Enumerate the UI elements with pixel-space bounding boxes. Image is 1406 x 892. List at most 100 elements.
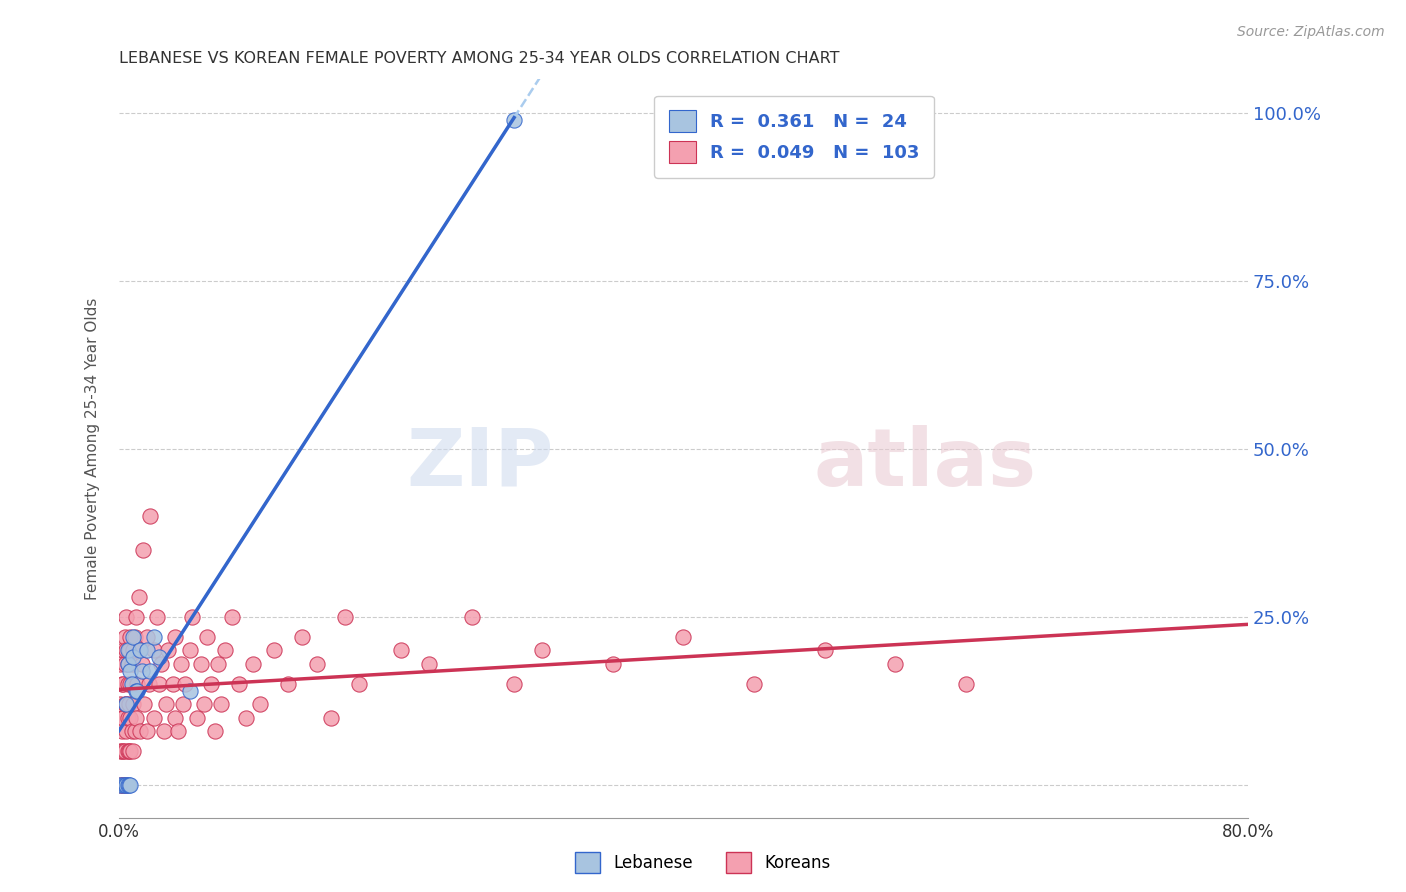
Point — [122, 630, 145, 644]
Point — [165, 630, 187, 644]
Point — [118, 697, 141, 711]
Point — [136, 724, 159, 739]
Point — [139, 509, 162, 524]
Point — [112, 744, 135, 758]
Point — [139, 664, 162, 678]
Point — [117, 643, 139, 657]
Point — [111, 724, 134, 739]
Point — [115, 643, 138, 657]
Point — [120, 677, 142, 691]
Point — [602, 657, 624, 671]
Point — [122, 643, 145, 657]
Point — [125, 610, 148, 624]
Point — [172, 697, 194, 711]
Point — [195, 630, 218, 644]
Point — [347, 677, 370, 691]
Point — [129, 643, 152, 657]
Point — [112, 778, 135, 792]
Point — [127, 683, 149, 698]
Point — [167, 724, 190, 739]
Point — [193, 697, 215, 711]
Point — [200, 677, 222, 691]
Text: ZIP: ZIP — [406, 425, 554, 503]
Point — [115, 697, 138, 711]
Point — [117, 744, 139, 758]
Point — [121, 677, 143, 691]
Point — [531, 643, 554, 657]
Point — [114, 630, 136, 644]
Point — [503, 677, 526, 691]
Point — [120, 778, 142, 792]
Point — [319, 711, 342, 725]
Point — [115, 778, 138, 792]
Point — [114, 657, 136, 671]
Point — [120, 744, 142, 758]
Point — [125, 683, 148, 698]
Point — [136, 630, 159, 644]
Point — [221, 610, 243, 624]
Point — [122, 697, 145, 711]
Point — [157, 643, 180, 657]
Point — [134, 697, 156, 711]
Point — [138, 677, 160, 691]
Y-axis label: Female Poverty Among 25-34 Year Olds: Female Poverty Among 25-34 Year Olds — [86, 298, 100, 600]
Point — [146, 610, 169, 624]
Point — [117, 657, 139, 671]
Point — [170, 657, 193, 671]
Point — [277, 677, 299, 691]
Point — [124, 630, 146, 644]
Point — [204, 724, 226, 739]
Point — [114, 744, 136, 758]
Point — [179, 683, 201, 698]
Point — [120, 630, 142, 644]
Point — [214, 643, 236, 657]
Point — [114, 697, 136, 711]
Point — [111, 711, 134, 725]
Point — [503, 112, 526, 127]
Point — [115, 724, 138, 739]
Point — [112, 711, 135, 725]
Point — [114, 778, 136, 792]
Point — [112, 778, 135, 792]
Text: LEBANESE VS KOREAN FEMALE POVERTY AMONG 25-34 YEAR OLDS CORRELATION CHART: LEBANESE VS KOREAN FEMALE POVERTY AMONG … — [120, 51, 839, 66]
Point — [122, 650, 145, 665]
Legend: Lebanese, Koreans: Lebanese, Koreans — [568, 846, 838, 880]
Point — [181, 610, 204, 624]
Legend: R =  0.361   N =  24, R =  0.049   N =  103: R = 0.361 N = 24, R = 0.049 N = 103 — [654, 95, 934, 178]
Point — [129, 724, 152, 739]
Point — [186, 711, 208, 725]
Point — [190, 657, 212, 671]
Point — [110, 697, 132, 711]
Point — [131, 657, 153, 671]
Point — [111, 744, 134, 758]
Point — [110, 657, 132, 671]
Point — [672, 630, 695, 644]
Point — [174, 677, 197, 691]
Point — [115, 778, 138, 792]
Point — [461, 610, 484, 624]
Point — [129, 643, 152, 657]
Point — [128, 590, 150, 604]
Point — [120, 664, 142, 678]
Point — [117, 657, 139, 671]
Point — [143, 643, 166, 657]
Point — [153, 724, 176, 739]
Text: Source: ZipAtlas.com: Source: ZipAtlas.com — [1237, 25, 1385, 39]
Point — [121, 657, 143, 671]
Point — [813, 643, 835, 657]
Point — [111, 778, 134, 792]
Point — [143, 711, 166, 725]
Point — [115, 697, 138, 711]
Point — [131, 664, 153, 678]
Point — [165, 711, 187, 725]
Point — [305, 657, 328, 671]
Point — [333, 610, 356, 624]
Point — [118, 744, 141, 758]
Point — [112, 677, 135, 691]
Point — [179, 643, 201, 657]
Point — [143, 630, 166, 644]
Point — [132, 542, 155, 557]
Point — [110, 778, 132, 792]
Point — [209, 697, 232, 711]
Point — [150, 657, 173, 671]
